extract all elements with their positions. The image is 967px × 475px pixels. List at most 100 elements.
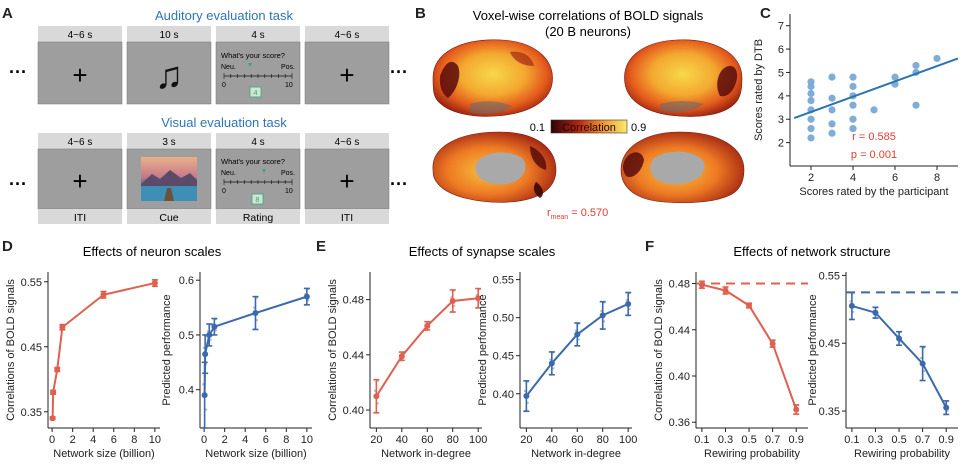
data-point [449,297,456,304]
network-structure-bold-chart: 0.1 0.3 0.5 0.7 0.9 0.36 0.40 0.44 0.48 Rewiring … [653,272,808,460]
x-tick-label: 0.3 [718,434,733,446]
scatter-point [849,115,857,123]
brain-lateral-right [624,39,743,117]
scatter-point [807,115,815,123]
data-point [548,360,555,367]
rating-pos-label: Pos. [281,170,295,177]
replicate-dot [376,402,379,405]
x-tick-label: 0.7 [915,434,930,446]
phase-label: ITI [341,212,353,224]
panel-b-title: Voxel-wise correlations of BOLD signals [473,8,704,23]
scatter-point [849,124,857,133]
network-structure-performance-chart: 0.1 0.3 0.5 0.7 0.9 0.35 0.45 0.55 Rewiring prob… [807,270,958,460]
y-tick-label: 0.40 [343,405,364,417]
replicate-dot [450,296,453,299]
y-tick-label: 2 [778,138,784,150]
panel-d: D Effects of neuron scales 0 2 4 6 8 10 0.35 0.… [2,238,313,460]
data-point [848,302,855,309]
y-axis-label: Scores rated by DTB [753,39,765,141]
fixation-cross: + [339,60,354,90]
rating-scale-min: 0 [222,188,226,195]
data-point [303,293,310,300]
data-point [769,340,776,347]
duration-label: 4~6 s [68,137,93,148]
scatter-point [807,96,815,105]
r-mean-subscript: mean [551,214,569,221]
rating-scale-max: 10 [285,188,293,195]
y-tick-label: 3 [778,114,784,126]
x-tick-label: 8 [131,434,137,446]
replicate-dot [526,401,529,404]
replicate-dot [852,310,855,313]
x-tick-label: 80 [447,434,459,446]
x-tick-label: 0.5 [741,434,756,446]
scatter-point [828,106,836,114]
x-axis-label: Scores rated by the participant [799,186,948,198]
phase-label-box [127,209,211,224]
data-point [211,323,218,330]
data-point [919,360,926,367]
y-tick-label: 5 [778,67,784,79]
data-point [54,366,61,373]
scatter-point [933,54,941,63]
data-point [475,295,482,302]
y-axis-label: Correlations of BOLD signals [653,279,665,421]
fixation-screen [304,148,390,210]
panel-letter-c: C [760,5,771,22]
x-tick-label: 6 [111,434,117,446]
scatter-point [849,73,857,81]
duration-label: 4 s [251,137,264,148]
brain-medial-right [620,131,745,204]
fixation-screen [37,148,123,210]
replicate-dot [603,320,606,323]
x-tick-label: 60 [571,434,583,446]
y-tick-label: 0.45 [819,338,840,350]
brain-medial-left [432,131,557,203]
synapse-scale-bold-chart: 20 40 60 80 100 0.40 0.44 0.48 Network in-degree… [327,272,487,460]
y-tick-label: 0.40 [493,389,514,401]
panel-a: A Auditory evaluation task Visual evalua… [2,5,408,224]
scatter-chart: 2 4 6 8 2 3 4 5 6 7 Scores rated by the participan… [753,14,959,198]
rating-pointer-icon [262,169,266,173]
y-axis-label: Predicted performance [807,294,819,405]
y-tick-label: 0.48 [669,279,690,291]
data-point [896,335,903,342]
music-note-icon: ♫ [155,55,184,97]
scatter-point [912,61,920,70]
scatter-point [912,101,920,109]
brain-lateral-left [432,39,553,117]
rating-scale-ticks [223,179,293,185]
series-line [851,304,948,409]
data-point [625,300,632,307]
panel-letter-b: B [415,5,426,22]
y-axis-label: Predicted performance [161,294,173,405]
data-point [424,322,431,329]
fixation-cross: + [72,166,87,196]
x-tick-label: 40 [546,434,558,446]
duration-header [216,26,300,42]
y-tick-label: 0.44 [669,325,690,337]
replicate-dot [628,307,631,311]
duration-label: 4 s [251,30,264,41]
data-point [49,415,56,422]
x-tick-label: 2 [222,434,228,446]
x-tick-label: 0.9 [939,434,954,446]
data-point [722,287,729,294]
correlation-p: p = 0.001 [851,149,897,161]
correlation-r: r = 0.585 [852,131,896,143]
ellipsis-right-visual: ··· [390,174,408,194]
rating-pos-label: Pos. [281,64,295,71]
y-tick-label: 0.36 [669,417,690,429]
replicate-dot [202,383,205,386]
y-tick-label: 0.55 [21,277,42,289]
x-tick-label: 0 [49,434,55,446]
series-line [375,297,479,397]
visual-row: ··· ··· 4~6 s + 3 s 4 s What's your scor… [9,133,408,224]
rating-question: What's your score? [221,51,285,60]
scatter-point [807,78,815,86]
y-tick-label: 0.6 [179,275,194,287]
duration-header [38,26,122,42]
y-axis-label: Correlations of BOLD signals [327,279,339,421]
duration-label: 4~6 s [68,30,93,41]
fixation-screen [304,41,390,105]
